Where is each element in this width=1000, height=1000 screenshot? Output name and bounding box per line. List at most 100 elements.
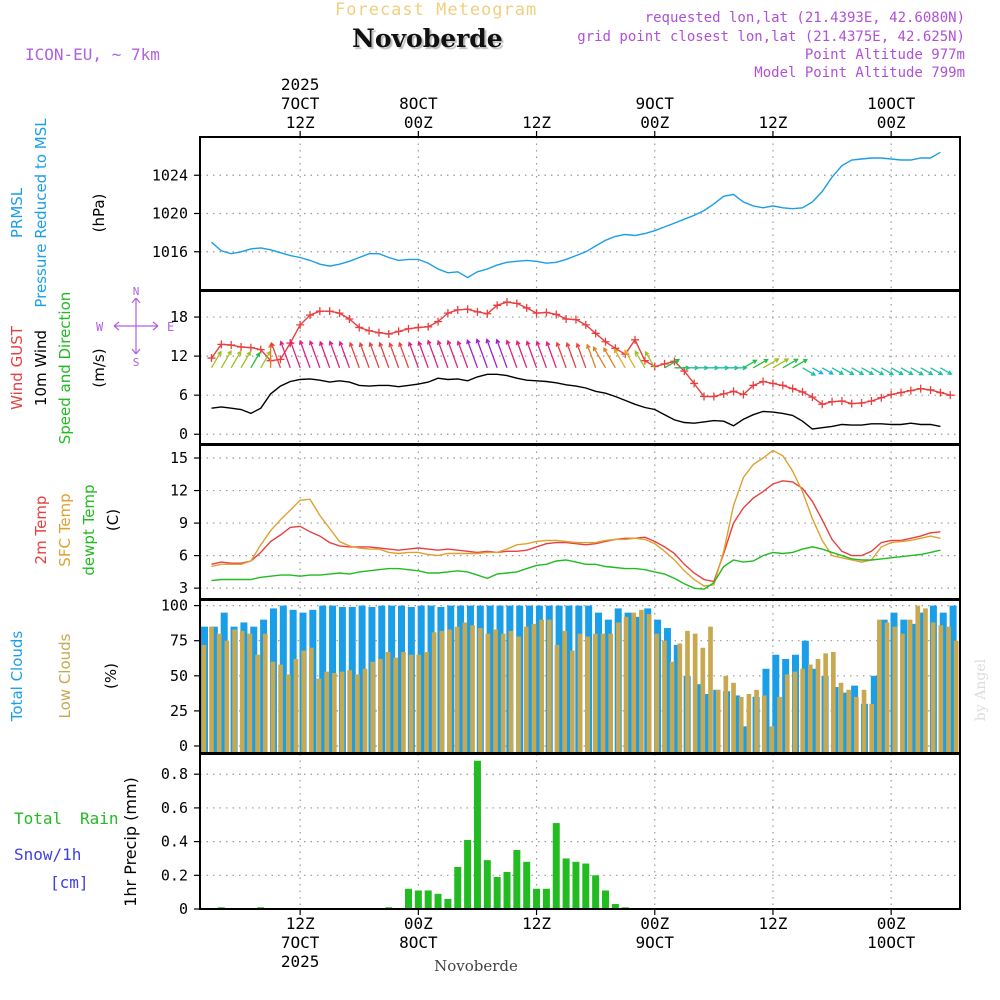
gust-marker — [828, 397, 837, 406]
gust-marker — [473, 307, 482, 316]
low-cloud-bar — [247, 633, 253, 753]
wind-direction-arrow — [250, 351, 261, 369]
label-cm: [cm] — [50, 873, 89, 892]
low-cloud-bar — [416, 654, 422, 753]
low-cloud-bar — [546, 619, 552, 753]
low-cloud-bar — [447, 629, 452, 753]
low-cloud-bar — [255, 654, 260, 753]
label-ms: (m/s) — [90, 348, 108, 387]
wind-direction-arrow — [782, 358, 799, 369]
low-cloud-bar — [892, 626, 898, 753]
gust-marker — [660, 359, 669, 368]
label-sfc-temp: SFC Temp — [56, 493, 74, 566]
gust-marker — [857, 398, 866, 407]
wind-direction-arrow — [378, 341, 390, 369]
gust-marker — [601, 337, 610, 346]
gust-marker — [355, 323, 364, 332]
time-axis-label: 00Z — [877, 914, 906, 933]
low-cloud-bar — [285, 674, 291, 753]
rain-bar — [473, 760, 481, 909]
low-cloud-bar — [477, 628, 483, 753]
gust-marker — [306, 311, 314, 320]
wind-direction-arrow — [485, 338, 498, 369]
wind-direction-arrow — [289, 339, 301, 369]
low-cloud-bar — [462, 622, 468, 753]
gust-marker — [837, 397, 846, 406]
time-axis-label: 7OCT — [281, 933, 320, 952]
gust-marker — [749, 381, 758, 390]
gust-marker — [759, 377, 768, 386]
gust-marker — [719, 389, 728, 398]
y-tick-label: 12 — [170, 347, 188, 365]
time-axis-label: 8OCT — [399, 933, 438, 952]
wind-direction-arrow — [338, 340, 351, 369]
time-axis-label: 10OCT — [867, 933, 916, 952]
low-cloud-bar — [616, 622, 621, 753]
plot-area-temperature — [211, 449, 941, 590]
gust-marker — [897, 388, 905, 397]
panel-clouds: 0 25 50 75 100 — [161, 597, 961, 755]
time-axis-label: 00Z — [877, 113, 906, 132]
wind-direction-arrow — [407, 341, 419, 369]
wind-direction-arrow — [417, 340, 429, 369]
gust-marker — [512, 299, 521, 308]
label-2m-temp: 2m Temp — [32, 496, 50, 565]
rain-bar — [414, 890, 422, 909]
wind-direction-arrow — [545, 340, 557, 369]
gust-marker — [798, 387, 807, 396]
model-altitude: Model Point Altitude 799m — [754, 65, 965, 81]
wind-direction-arrow — [644, 350, 656, 369]
gust-marker — [936, 388, 945, 397]
wind-direction-arrow — [220, 349, 232, 369]
low-cloud-bar — [593, 633, 598, 753]
y-tick-label: 6 — [179, 547, 188, 565]
low-cloud-bar — [823, 653, 828, 753]
low-cloud-bar — [385, 651, 391, 753]
time-axis-label: 12Z — [758, 914, 787, 933]
total-cloud-bar — [811, 668, 819, 753]
label-prmsl: PRMSL — [8, 187, 26, 238]
low-cloud-bar — [454, 626, 460, 753]
time-axis-label: 9OCT — [635, 933, 674, 952]
label-rain: Rain — [80, 809, 119, 828]
panel-wind: 0 6 12 18 — [170, 290, 961, 445]
wind-direction-arrow — [624, 349, 636, 369]
low-cloud-bar — [301, 650, 306, 753]
low-cloud-bar — [815, 658, 821, 753]
total-cloud-bar — [457, 605, 465, 753]
label-pressure-msl: Pressure Reduced to MSL — [32, 118, 50, 308]
time-axis-label: 00Z — [640, 914, 669, 933]
y-tick-label: 1020 — [152, 205, 188, 223]
plot-area-precip — [211, 760, 941, 909]
low-cloud-bar — [270, 661, 276, 753]
wind-direction-arrow — [466, 338, 479, 369]
low-cloud-bar — [332, 672, 337, 753]
rain-bar — [552, 823, 560, 909]
low-cloud-bar — [685, 630, 690, 753]
meteogram-subtitle: Forecast Meteogram — [335, 0, 538, 20]
low-cloud-bar — [807, 664, 813, 753]
low-cloud-bar — [431, 632, 437, 753]
low-cloud-bar — [569, 650, 575, 753]
wind-direction-arrow — [871, 367, 885, 376]
low-cloud-bar — [731, 682, 736, 753]
low-cloud-bar — [493, 629, 498, 753]
wind-direction-arrow — [664, 358, 681, 369]
y-tick-label: 6 — [179, 386, 188, 404]
low-cloud-bar — [631, 612, 637, 753]
rain-bar — [562, 858, 570, 909]
wind-direction-arrow — [240, 350, 251, 369]
time-axis-label: 2025 — [281, 75, 320, 94]
gust-marker — [246, 343, 255, 352]
total-cloud-bar — [210, 626, 218, 753]
wind-direction-arrow — [634, 350, 646, 369]
low-cloud-bar — [677, 643, 683, 753]
wind-direction-arrow — [475, 338, 488, 369]
label-dewpt-temp: dewpt Temp — [80, 484, 98, 575]
gust-marker — [778, 381, 787, 390]
compass-arrows-ns — [131, 297, 141, 355]
low-cloud-bar — [700, 647, 706, 753]
low-cloud-bar — [946, 626, 951, 753]
wind-direction-arrow — [900, 367, 914, 376]
